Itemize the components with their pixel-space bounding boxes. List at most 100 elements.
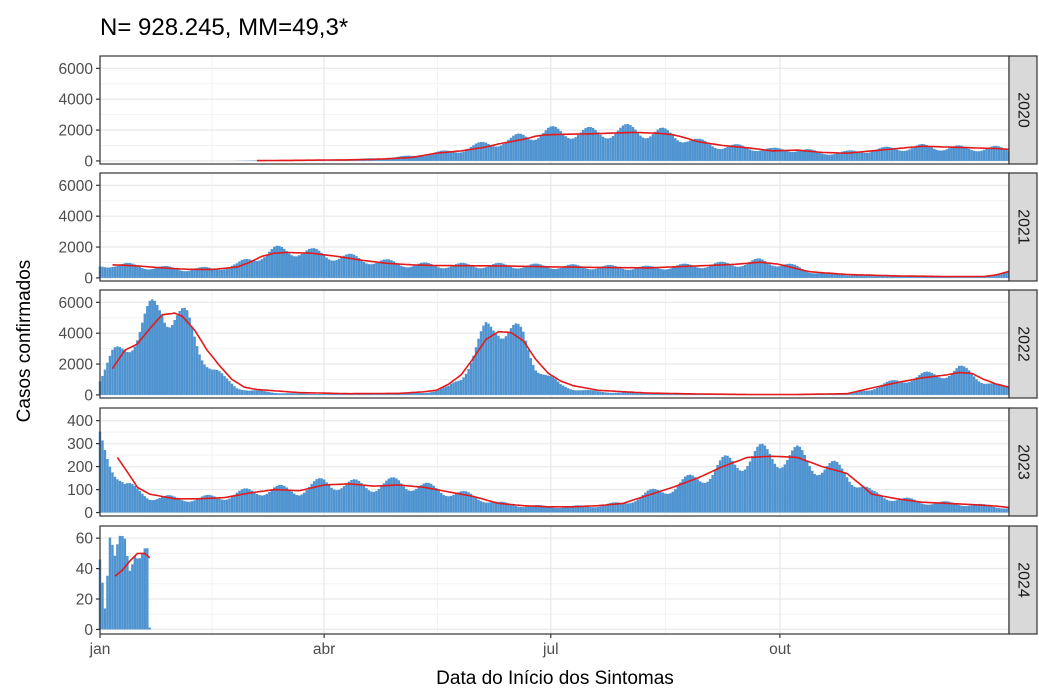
bar (210, 369, 214, 395)
bar (905, 275, 909, 278)
bar (290, 393, 293, 395)
bar (873, 389, 876, 395)
bar (793, 447, 797, 513)
bar (915, 145, 919, 161)
bar (1000, 273, 1003, 278)
bar (390, 393, 393, 395)
y-tick-label: 2000 (59, 357, 94, 374)
bar (915, 377, 919, 395)
bar (297, 255, 301, 278)
bar (758, 258, 762, 278)
bar (178, 310, 181, 395)
bar (497, 262, 500, 278)
bar (126, 556, 129, 630)
bar (930, 147, 933, 161)
bar (151, 299, 154, 395)
bar (410, 266, 413, 278)
bar (581, 505, 585, 513)
bar (753, 450, 757, 513)
bar (285, 393, 288, 395)
bar (362, 261, 366, 278)
bar (417, 263, 420, 278)
bar (539, 505, 542, 513)
bar (380, 260, 383, 278)
bar (671, 267, 674, 278)
bar (878, 386, 881, 395)
bar (243, 390, 246, 395)
bar (559, 507, 562, 513)
bar (432, 485, 435, 513)
bar (106, 362, 109, 395)
bar (880, 147, 884, 161)
bar (123, 350, 127, 395)
bar (801, 268, 804, 278)
bar (355, 479, 358, 513)
bar (835, 462, 839, 513)
bar (467, 492, 470, 513)
bar (554, 507, 557, 513)
bar (452, 151, 455, 161)
bar (449, 151, 453, 161)
bar (878, 275, 881, 278)
bar (845, 150, 849, 161)
bar (736, 468, 739, 513)
bar (507, 139, 510, 161)
bar (330, 487, 333, 513)
bar (220, 499, 224, 513)
bar (512, 505, 515, 513)
bar (482, 325, 485, 395)
bar (903, 150, 906, 161)
y-tick-label: 200 (67, 459, 93, 476)
bar (661, 269, 665, 278)
bar (123, 263, 127, 278)
bar (397, 393, 401, 395)
bar (195, 346, 199, 395)
bar (601, 392, 605, 395)
bar (589, 507, 592, 513)
bar (108, 267, 112, 278)
bar (708, 144, 712, 161)
bar (581, 390, 585, 395)
bar (781, 467, 784, 513)
bar (990, 275, 993, 278)
bar (133, 346, 137, 395)
bar (146, 305, 149, 395)
bar (833, 460, 836, 513)
bar (113, 555, 117, 630)
bar (738, 470, 742, 513)
bar (248, 390, 251, 395)
bar (606, 138, 610, 161)
bar (865, 152, 869, 161)
bar (180, 500, 184, 513)
bar (111, 472, 114, 513)
bar (141, 268, 144, 278)
bar (576, 135, 580, 161)
bar (855, 487, 859, 513)
bar (940, 150, 943, 161)
bar (302, 252, 306, 278)
bar (103, 608, 107, 630)
bar (726, 455, 729, 513)
bar (517, 268, 520, 278)
bar (636, 499, 640, 513)
moving-average-line (116, 455, 1010, 509)
bar (679, 141, 682, 161)
bar (920, 143, 924, 161)
bar (688, 474, 692, 513)
bar (469, 265, 473, 278)
bar (444, 268, 448, 278)
bar (763, 260, 767, 278)
bar (716, 148, 719, 161)
bar (482, 502, 485, 513)
bar (537, 372, 540, 395)
bar (509, 137, 513, 161)
bar (748, 261, 752, 278)
bar (928, 371, 931, 395)
bar (210, 495, 214, 513)
bar (589, 390, 592, 395)
bar (188, 270, 191, 278)
bar (253, 492, 256, 513)
bar (918, 502, 921, 513)
bar (185, 501, 189, 513)
bar (464, 150, 468, 161)
